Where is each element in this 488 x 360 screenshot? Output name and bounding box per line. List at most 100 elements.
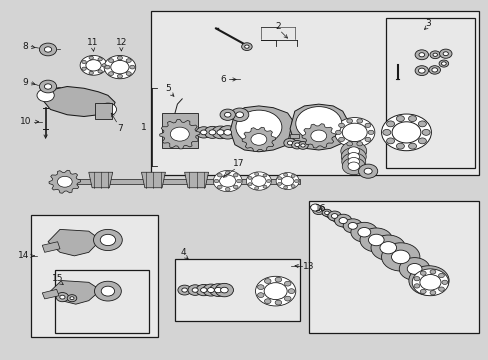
Circle shape (381, 114, 430, 151)
Circle shape (277, 177, 281, 180)
Circle shape (196, 127, 211, 138)
Circle shape (67, 294, 77, 302)
Circle shape (225, 171, 230, 175)
Text: 4: 4 (180, 248, 185, 257)
Circle shape (335, 130, 341, 135)
Bar (289, 134, 298, 138)
Circle shape (98, 70, 102, 73)
Circle shape (104, 55, 136, 79)
Circle shape (346, 141, 352, 146)
Circle shape (187, 285, 202, 295)
Circle shape (439, 49, 451, 58)
Circle shape (341, 148, 366, 166)
Circle shape (338, 217, 346, 224)
Text: 16: 16 (315, 204, 326, 213)
Circle shape (359, 228, 392, 252)
Circle shape (218, 126, 236, 139)
Text: 8: 8 (22, 42, 28, 51)
Circle shape (441, 62, 446, 66)
Circle shape (105, 65, 110, 69)
Circle shape (277, 183, 281, 185)
Text: 15: 15 (52, 274, 63, 283)
Circle shape (81, 67, 86, 70)
Circle shape (347, 153, 359, 161)
Bar (31, 215, 158, 337)
Circle shape (235, 110, 281, 144)
Circle shape (381, 243, 419, 271)
Polygon shape (89, 172, 112, 188)
Circle shape (391, 122, 420, 143)
Circle shape (86, 60, 101, 71)
Circle shape (334, 214, 351, 227)
Circle shape (264, 299, 270, 303)
Circle shape (327, 211, 341, 221)
Circle shape (203, 284, 219, 296)
Text: 10: 10 (20, 117, 31, 126)
Text: 2: 2 (275, 22, 280, 31)
Circle shape (428, 66, 440, 74)
Circle shape (111, 60, 129, 74)
Circle shape (364, 168, 371, 174)
Circle shape (283, 138, 296, 148)
Circle shape (224, 112, 230, 117)
Circle shape (357, 228, 370, 237)
Circle shape (431, 68, 437, 72)
Circle shape (98, 58, 102, 61)
Circle shape (432, 53, 437, 57)
Circle shape (300, 144, 305, 147)
Circle shape (324, 211, 328, 215)
Circle shape (382, 130, 390, 135)
Circle shape (80, 55, 107, 75)
Circle shape (100, 234, 115, 246)
Circle shape (220, 287, 228, 293)
Circle shape (414, 66, 427, 76)
Circle shape (89, 56, 93, 59)
Circle shape (236, 179, 241, 183)
Circle shape (391, 250, 409, 264)
Circle shape (364, 137, 370, 141)
Circle shape (217, 185, 222, 189)
Circle shape (294, 180, 298, 183)
Circle shape (294, 143, 299, 147)
Circle shape (364, 123, 370, 127)
Circle shape (208, 130, 215, 135)
Text: 17: 17 (232, 158, 244, 167)
Circle shape (429, 291, 435, 295)
Circle shape (312, 206, 325, 215)
Circle shape (429, 51, 440, 59)
Polygon shape (242, 127, 275, 152)
Circle shape (418, 53, 424, 57)
Circle shape (108, 59, 113, 63)
Circle shape (347, 162, 359, 171)
Circle shape (263, 185, 266, 188)
Circle shape (244, 45, 248, 48)
Circle shape (215, 283, 233, 297)
Circle shape (40, 43, 57, 56)
Polygon shape (41, 86, 115, 117)
Text: 5: 5 (164, 84, 170, 93)
Circle shape (276, 172, 299, 189)
Circle shape (419, 275, 440, 290)
Circle shape (217, 174, 222, 177)
Circle shape (358, 164, 377, 178)
Circle shape (370, 235, 405, 260)
Circle shape (275, 277, 281, 282)
Circle shape (196, 284, 211, 296)
Circle shape (407, 116, 416, 122)
Circle shape (247, 176, 251, 179)
Circle shape (56, 293, 68, 302)
Circle shape (441, 280, 447, 284)
Circle shape (420, 271, 425, 275)
Text: 11: 11 (87, 38, 98, 47)
Bar (94, 103, 112, 119)
Circle shape (207, 288, 214, 293)
Circle shape (126, 59, 131, 63)
Circle shape (117, 75, 122, 78)
Circle shape (108, 72, 113, 76)
Polygon shape (230, 106, 292, 152)
Polygon shape (48, 229, 101, 256)
Circle shape (241, 43, 252, 50)
Text: 13: 13 (302, 262, 313, 271)
Circle shape (414, 50, 427, 60)
Circle shape (287, 141, 292, 145)
